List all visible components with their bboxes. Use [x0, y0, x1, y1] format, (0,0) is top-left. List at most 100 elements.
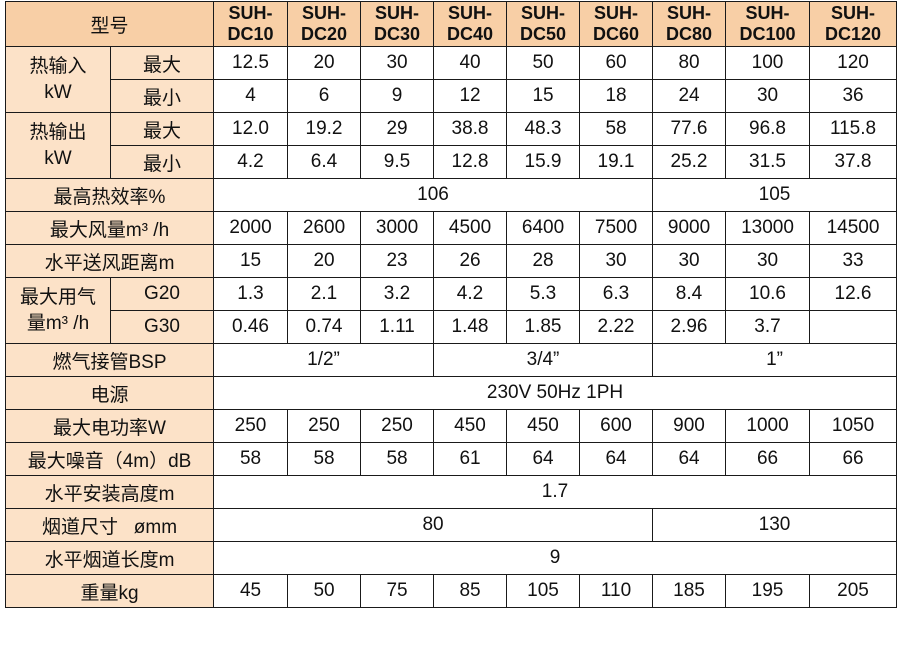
table-cell: 64	[506, 442, 581, 476]
flue-size-group1: 80	[213, 508, 654, 542]
table-cell: 66	[725, 442, 811, 476]
table-cell: 40	[433, 46, 508, 80]
table-cell: 250	[360, 409, 435, 443]
table-cell: 29	[360, 112, 435, 146]
model-header-label: 型号	[4, 1, 215, 47]
install-height-row: 水平安装高度m 1.7	[4, 475, 898, 509]
table-cell: 1.85	[506, 310, 581, 344]
table-cell: 45	[213, 574, 289, 608]
heat-output-min-row: 最小 4.2 6.4 9.5 12.8 15.9 19.1 25.2 31.5 …	[6, 145, 898, 179]
table-cell: 185	[652, 574, 727, 608]
model-header: SUH- DC50	[506, 1, 581, 47]
table-cell: 6.4	[287, 145, 362, 179]
table-cell: 120	[809, 46, 898, 80]
flue-size-group2: 130	[652, 508, 898, 542]
gas-pipe-group3: 1”	[652, 343, 898, 377]
gas-pipe-group2: 3/4”	[433, 343, 654, 377]
table-cell: 30	[725, 244, 811, 278]
table-cell: 38.8	[433, 112, 508, 146]
header-row: 型号 SUH- DC10 SUH- DC20 SUH- DC30 SUH- DC40 S…	[4, 1, 898, 47]
table-cell: 20	[287, 46, 362, 80]
gas-pipe-label: 燃气接管BSP	[4, 343, 215, 377]
table-cell: 14500	[809, 211, 898, 245]
efficiency-group1: 106	[213, 178, 654, 212]
table-cell: 1000	[725, 409, 811, 443]
table-cell: 26	[433, 244, 508, 278]
table-cell: 4.2	[433, 277, 508, 311]
table-cell: 58	[213, 442, 289, 476]
table-cell: 31.5	[725, 145, 811, 179]
table-cell: 110	[579, 574, 654, 608]
table-cell: 19.2	[287, 112, 362, 146]
table-cell: 195	[725, 574, 811, 608]
power-supply-row: 电源 230V 50Hz 1PH	[4, 376, 898, 410]
table-cell: 1.11	[360, 310, 435, 344]
table-cell: 250	[287, 409, 362, 443]
table-cell: 50	[287, 574, 362, 608]
table-cell: 15	[506, 79, 581, 113]
table-cell: 6.3	[579, 277, 654, 311]
table-cell: 30	[360, 46, 435, 80]
table-cell: 10.6	[725, 277, 811, 311]
table-cell: 6400	[506, 211, 581, 245]
table-cell: 450	[506, 409, 581, 443]
noise-label: 最大噪音（4m）dB	[4, 442, 215, 476]
table-cell: 115.8	[809, 112, 898, 146]
table-cell: 96.8	[725, 112, 811, 146]
airflow-label: 最大风量m³ /h	[4, 211, 215, 245]
table-cell: 25.2	[652, 145, 727, 179]
table-cell: 61	[433, 442, 508, 476]
gas-consumption-label: 最大用气 量m³ /h	[5, 277, 111, 344]
heat-input-min-label: 最小	[109, 79, 215, 113]
table-cell: 23	[360, 244, 435, 278]
power-row: 最大电功率W 250 250 250 450 450 600 900 1000 …	[4, 409, 898, 443]
install-height-value: 1.7	[213, 475, 898, 509]
table-cell: 30	[725, 79, 811, 113]
table-cell: 450	[433, 409, 508, 443]
table-cell: 1.3	[213, 277, 289, 311]
flue-length-value: 9	[213, 541, 898, 575]
gas-g20-row: 最大用气 量m³ /h G20 1.3 2.1 3.2 4.2 5.3 6.3 8…	[5, 277, 898, 344]
install-height-label: 水平安装高度m	[4, 475, 215, 509]
table-cell: 2600	[287, 211, 362, 245]
table-cell: 4500	[433, 211, 508, 245]
table-cell: 2.1	[287, 277, 362, 311]
table-cell: 64	[579, 442, 654, 476]
table-cell: 15	[213, 244, 289, 278]
gas-pipe-group1: 1/2”	[213, 343, 435, 377]
efficiency-group2: 105	[652, 178, 898, 212]
throw-row: 水平送风距离m 15 20 23 26 28 30 30 30 33	[4, 244, 898, 278]
table-cell: 30	[579, 244, 654, 278]
table-cell: 18	[579, 79, 654, 113]
heat-input-max-row: 热输入 kW 最大 12.5 20 30 40 50 60 80 100 120	[5, 46, 898, 113]
table-cell: 1050	[809, 409, 898, 443]
weight-label: 重量kg	[4, 574, 215, 608]
table-cell: 105	[506, 574, 581, 608]
model-header: SUH- DC100	[725, 1, 811, 47]
table-cell: 66	[809, 442, 898, 476]
table-cell: 5.3	[506, 277, 581, 311]
table-cell: 85	[433, 574, 508, 608]
table-cell: 20	[287, 244, 362, 278]
table-cell: 28	[506, 244, 581, 278]
table-cell: 6	[287, 79, 362, 113]
table-cell: 100	[725, 46, 811, 80]
table-cell: 12.5	[213, 46, 289, 80]
table-cell: 0.46	[213, 310, 289, 344]
table-cell: 9000	[652, 211, 727, 245]
table-cell: 3.7	[725, 310, 811, 344]
table-cell: 15.9	[506, 145, 581, 179]
efficiency-label: 最高热效率%	[4, 178, 215, 212]
table-cell: 12.6	[809, 277, 898, 311]
table-cell: 24	[652, 79, 727, 113]
model-header: SUH- DC80	[652, 1, 727, 47]
table-cell: 600	[579, 409, 654, 443]
table-cell: 2.96	[652, 310, 727, 344]
noise-row: 最大噪音（4m）dB 58 58 58 61 64 64 64 66 66	[4, 442, 898, 476]
table-cell: 60	[579, 46, 654, 80]
flue-length-label: 水平烟道长度m	[4, 541, 215, 575]
table-cell: 12.0	[213, 112, 289, 146]
table-cell: 12.8	[433, 145, 508, 179]
table-cell: 37.8	[809, 145, 898, 179]
flue-size-row: 烟道尺寸 ømm 80 130	[4, 508, 898, 542]
